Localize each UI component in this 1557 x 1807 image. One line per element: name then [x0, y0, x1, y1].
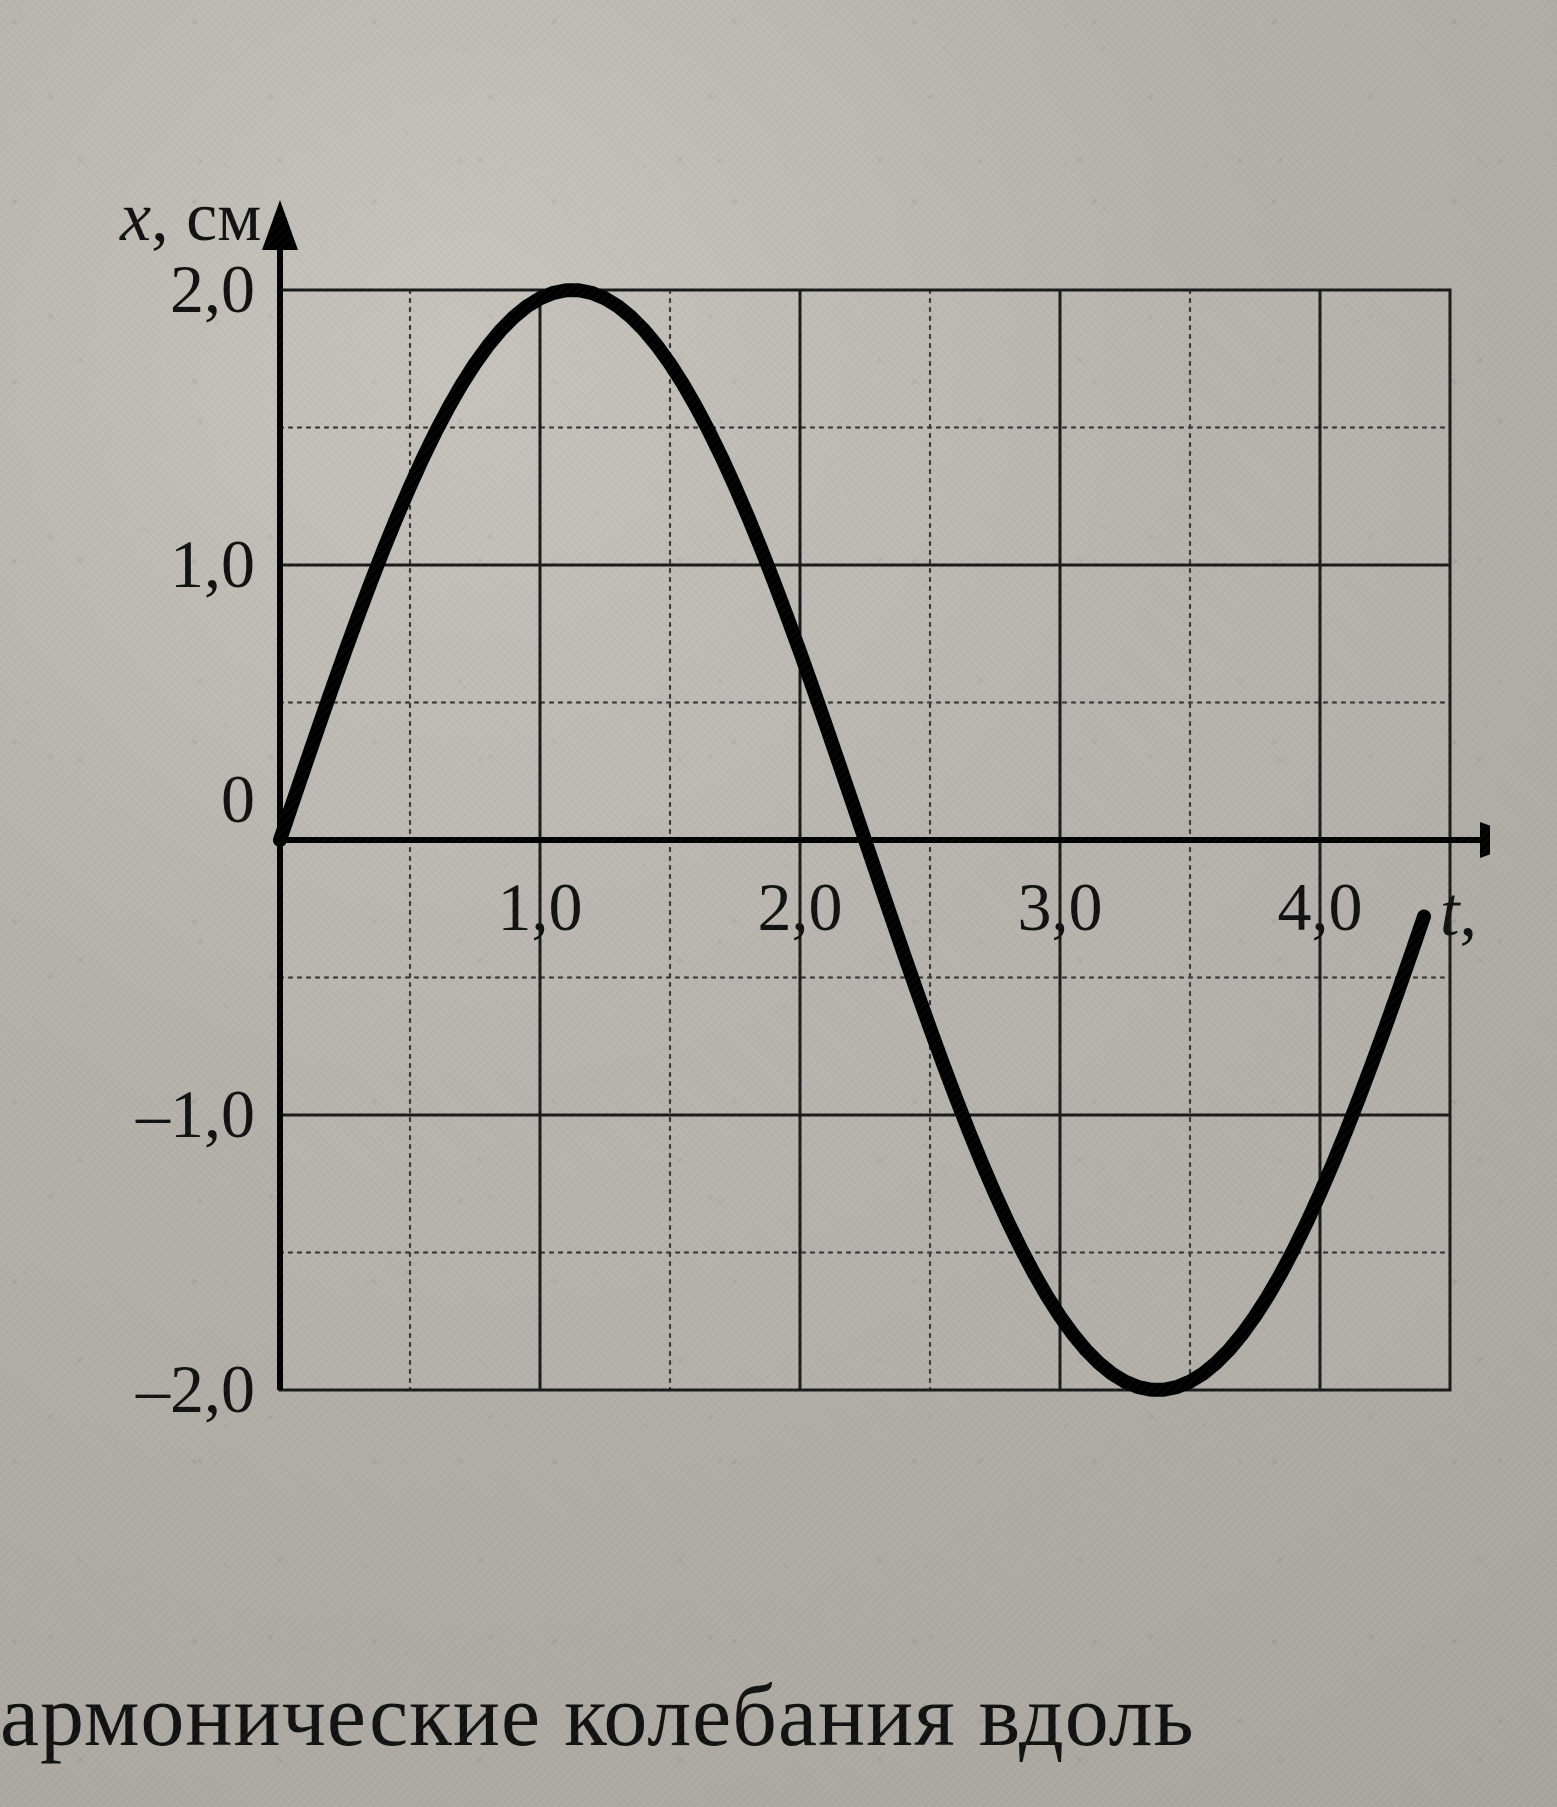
x-tick-label: 2,0: [758, 869, 843, 945]
y-tick-label: –2,0: [135, 1351, 255, 1427]
y-axis-label: x, см: [119, 180, 261, 256]
y-tick-label: 1,0: [170, 526, 255, 602]
caption-fragment: армонические колебания вдоль: [0, 1666, 1557, 1767]
oscillation-chart: x, см t, с 0 1,0 2,0 –1,0 –2,0 1,0 2,0 3,0 4,0: [70, 180, 1490, 1480]
x-tick-label: 3,0: [1018, 869, 1103, 945]
y-tick-label: 0: [221, 761, 255, 837]
x-tick-label: 4,0: [1278, 869, 1363, 945]
x-axis-label: t, с: [1440, 874, 1490, 951]
y-tick-label: 2,0: [170, 251, 255, 327]
y-tick-label: –1,0: [135, 1076, 255, 1152]
x-tick-label: 1,0: [498, 869, 583, 945]
